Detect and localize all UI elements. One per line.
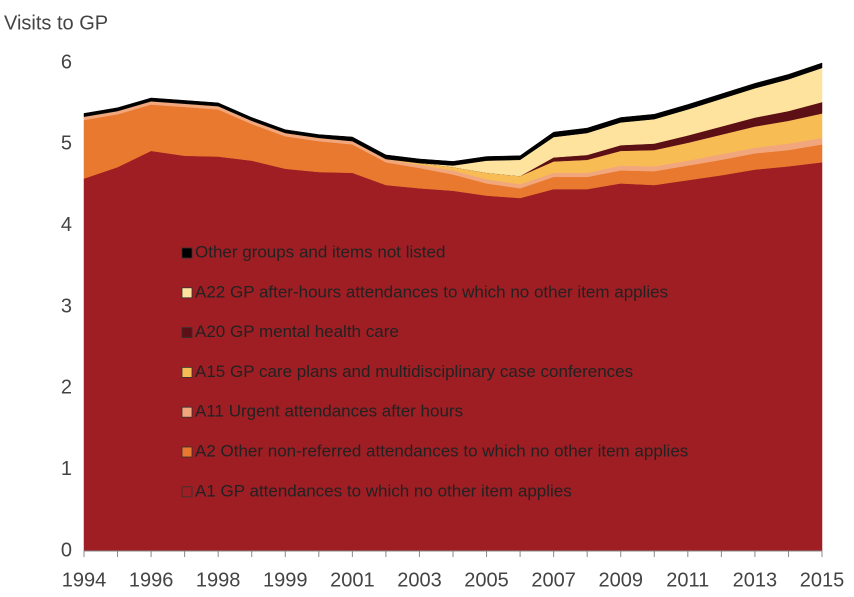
x-tick-label: 2013: [733, 569, 778, 591]
legend-label: A20 GP mental health care: [195, 322, 399, 341]
legend-swatch: [181, 327, 193, 339]
legend-label: A22 GP after-hours attendances to which …: [195, 282, 668, 301]
x-tick-label: 2015: [800, 569, 845, 591]
legend-label: A11 Urgent attendances after hours: [195, 402, 463, 421]
y-tick-label: 0: [61, 539, 72, 561]
y-tick-label: 6: [61, 51, 72, 73]
y-tick-label: 1: [61, 458, 72, 480]
x-tick-label: 2005: [464, 569, 509, 591]
legend-swatch: [181, 366, 193, 378]
y-tick-label: 4: [61, 214, 72, 236]
legend-label: Other groups and items not listed: [195, 242, 445, 261]
x-tick-label: 1996: [129, 569, 174, 591]
x-tick-label: 1994: [62, 569, 107, 591]
x-tick-label: 2001: [330, 569, 375, 591]
legend-label: A15 GP care plans and multidisciplinary …: [195, 362, 633, 381]
legend-swatch: [181, 287, 193, 299]
legend-swatch: [181, 406, 193, 418]
x-tick-label: 2009: [598, 569, 643, 591]
x-tick-label: 2007: [531, 569, 576, 591]
legend-swatch: [181, 247, 193, 259]
x-tick-label: 1999: [263, 569, 308, 591]
legend-label: A1 GP attendances to which no other item…: [195, 481, 572, 500]
x-tick-label: 2011: [666, 569, 709, 591]
legend-label: A2 Other non-referred attendances to whi…: [195, 441, 688, 460]
x-tick-label: 1998: [196, 569, 241, 591]
x-tick-label: 2003: [397, 569, 442, 591]
legend-swatch: [181, 446, 193, 458]
y-axis-label: Visits to GP: [4, 12, 108, 34]
legend-swatch: [181, 486, 193, 498]
area: [83, 62, 823, 166]
y-tick-label: 2: [61, 377, 72, 399]
y-tick-label: 3: [61, 295, 72, 317]
y-tick-label: 5: [61, 133, 72, 155]
